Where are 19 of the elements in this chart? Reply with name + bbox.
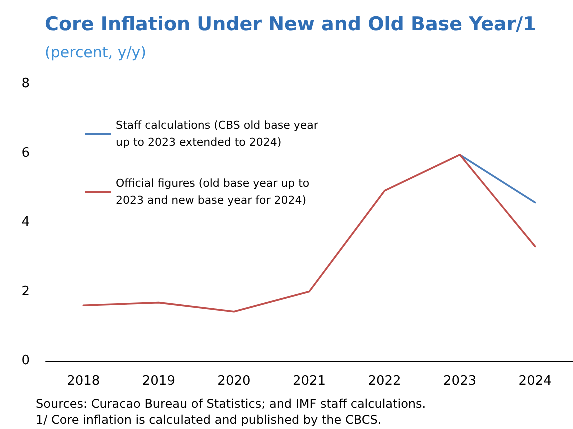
y-tick-label: 0: [22, 354, 30, 368]
y-tick-label: 2: [22, 284, 30, 300]
legend-label: Official figures (old base year up to 2023 and new base year for 2024): [116, 177, 314, 207]
legend-label: Staff calculations (CBS old base year up to 2023 extended to 2024): [116, 119, 322, 149]
x-tick-label: 2023: [444, 374, 477, 389]
x-tick-label: 2018: [67, 374, 100, 389]
chart-subtitle: (percent, y/y): [45, 44, 146, 62]
chart-title: Core Inflation Under New and Old Base Year/1: [45, 14, 536, 36]
x-tick-label: 2019: [142, 374, 176, 389]
x-tick-label: 2024: [518, 374, 552, 389]
x-tick-label: 2020: [218, 374, 251, 389]
y-tick-label: 6: [22, 146, 30, 161]
text: 1/ Core inflation is calculated and published by the CBCS.: [36, 413, 382, 427]
x-tick-label: 2021: [292, 374, 326, 389]
x-tick-label: 2022: [368, 374, 402, 389]
y-tick-label: 4: [22, 215, 30, 230]
source-note: Sources: Curacao Bureau of Statistics; and IMF staff calculations.: [36, 397, 426, 411]
y-tick-label: 8: [22, 76, 30, 92]
line-series: [82, 154, 536, 313]
